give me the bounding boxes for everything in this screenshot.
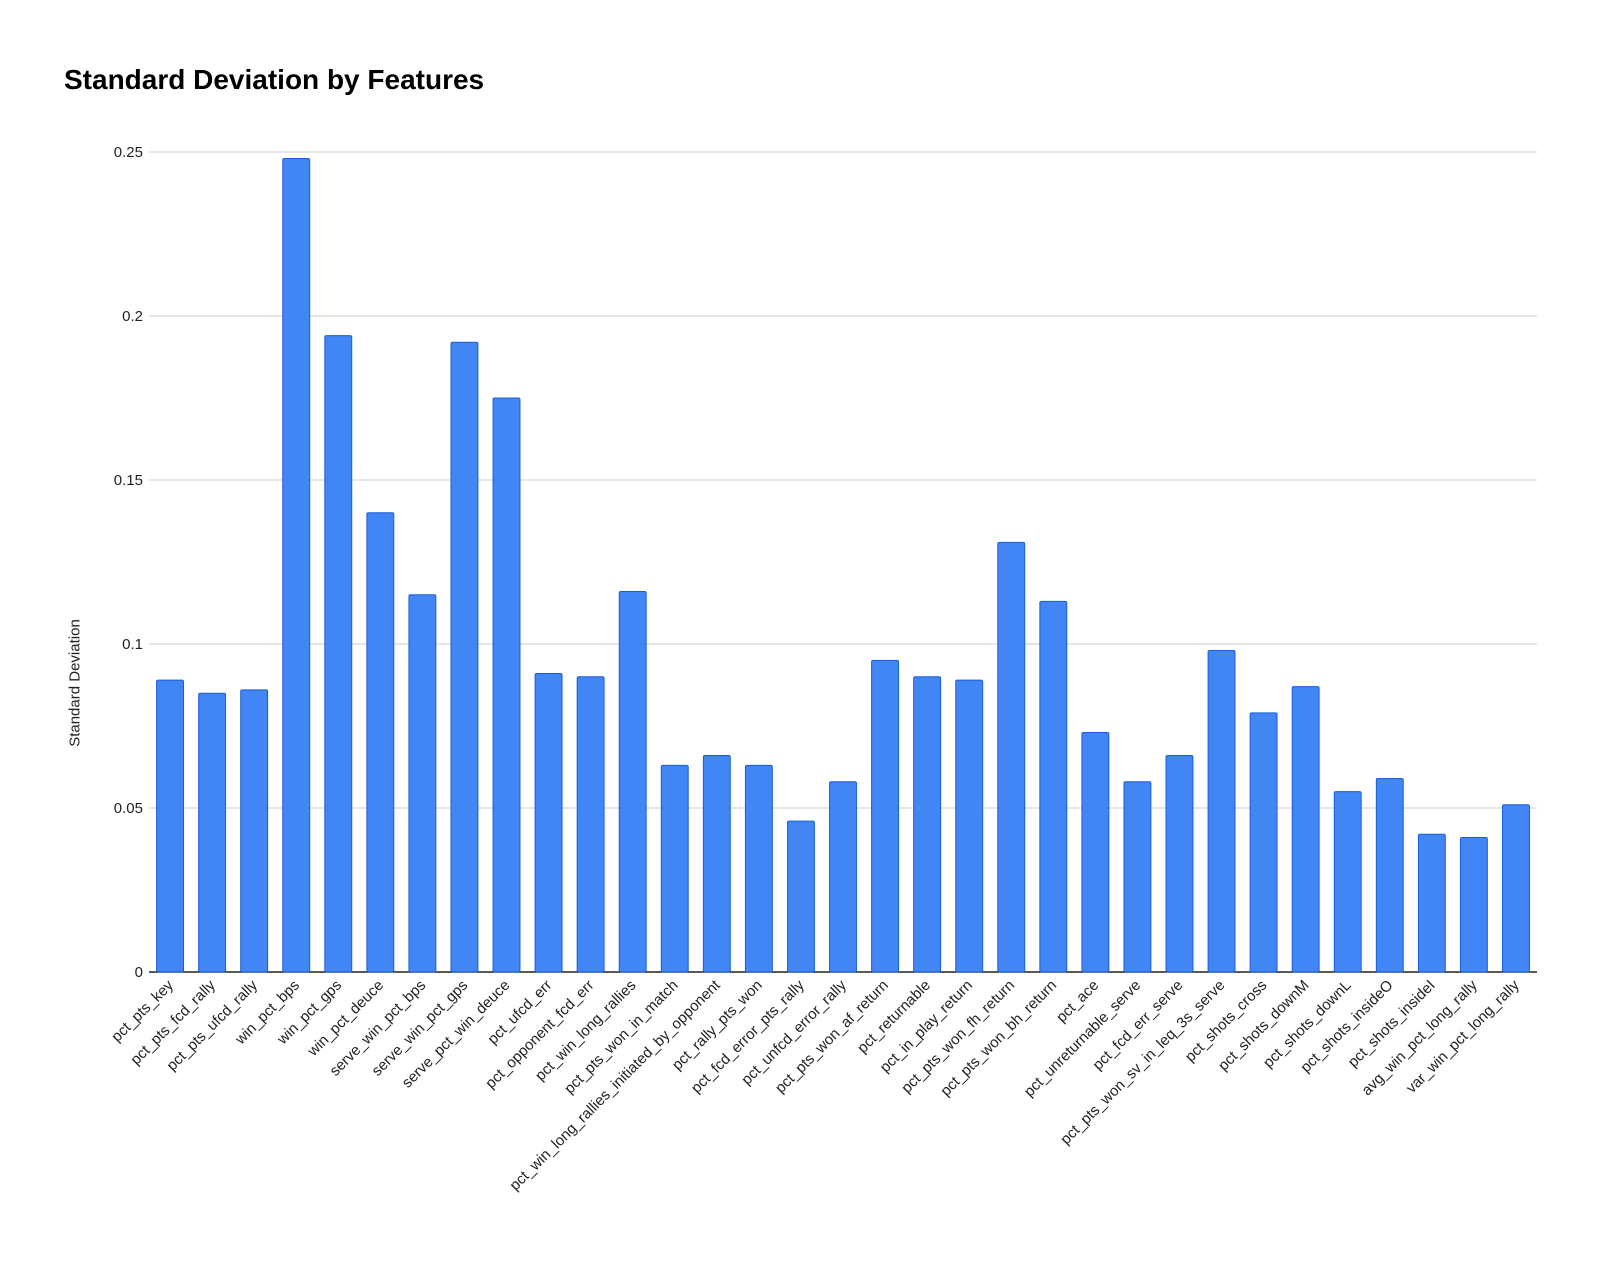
x-tick-label: pct_returnable — [854, 977, 934, 1057]
bar — [492, 397, 521, 973]
bar — [955, 679, 984, 973]
bar — [1291, 686, 1320, 973]
bar — [871, 659, 900, 973]
bar — [240, 689, 269, 973]
bar — [576, 676, 605, 973]
y-tick-label: 0.05 — [114, 800, 143, 817]
bar — [1502, 804, 1530, 973]
bar — [1081, 732, 1110, 973]
bar — [408, 594, 437, 973]
bar — [702, 755, 731, 973]
y-tick-label: 0 — [135, 964, 143, 981]
bar — [450, 341, 479, 973]
y-tick-label: 0.1 — [122, 636, 143, 653]
bar — [829, 781, 857, 973]
chart-title: Standard Deviation by Features — [64, 64, 485, 95]
bar — [366, 512, 395, 973]
bar — [534, 673, 563, 973]
bar — [198, 692, 227, 973]
bar — [1165, 755, 1194, 973]
bar — [156, 679, 184, 973]
bar — [913, 676, 942, 973]
bar — [1417, 833, 1446, 973]
y-tick-label: 0.25 — [114, 144, 143, 161]
bar — [1375, 777, 1404, 973]
bar — [324, 335, 353, 973]
bar — [660, 764, 689, 973]
bar — [1207, 650, 1236, 973]
bar — [618, 591, 647, 973]
bar — [744, 764, 773, 973]
bar — [282, 158, 311, 973]
bar — [1123, 781, 1152, 973]
y-tick-label: 0.2 — [122, 308, 143, 325]
bar — [997, 541, 1026, 973]
bar — [1039, 600, 1068, 973]
bar — [1333, 791, 1362, 973]
bar — [1459, 837, 1488, 973]
y-tick-label: 0.15 — [114, 472, 143, 489]
bar — [1249, 712, 1278, 973]
bar — [786, 820, 815, 973]
